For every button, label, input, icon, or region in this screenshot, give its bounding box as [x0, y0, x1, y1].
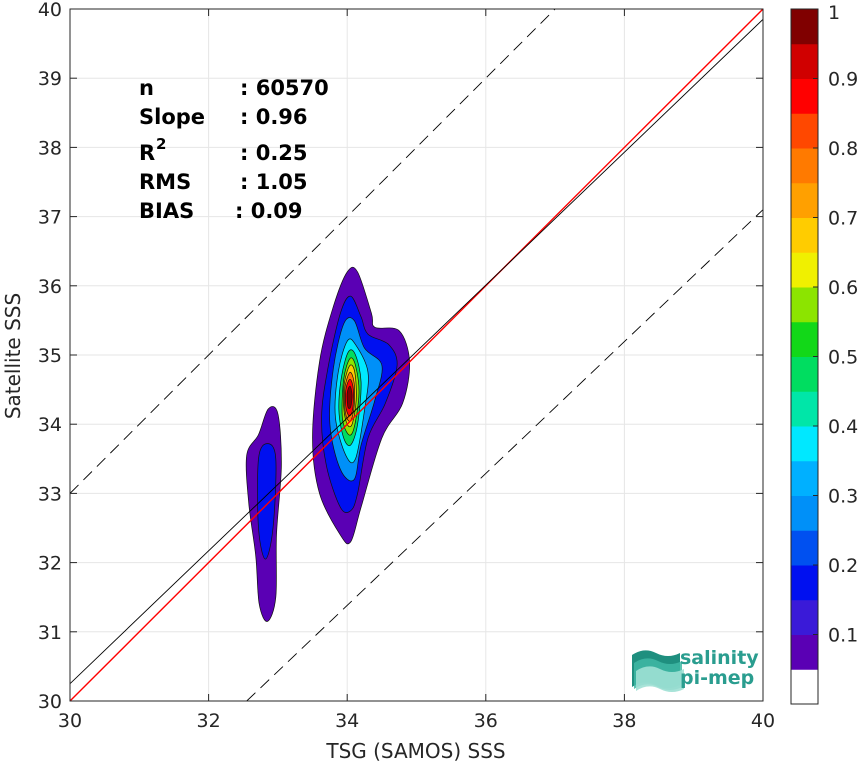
colorbar-tick-label: 0.8 [828, 138, 858, 160]
x-tick-label: 32 [197, 710, 221, 732]
colorbar-band [791, 391, 818, 427]
x-tick-label: 30 [58, 710, 82, 732]
colorbar-band-empty [791, 669, 818, 704]
contour-cluster1-level-0.15 [257, 443, 277, 560]
stat-slope-value: : 0.96 [240, 105, 308, 129]
colorbar: 0.1 0.2 0.3 0.4 0.5 0.6 0.7 0.8 0.9 1 [790, 2, 858, 705]
y-tick-label: 31 [38, 622, 62, 644]
colorbar-tick-label: 0.3 [828, 486, 858, 508]
fit-line [70, 19, 763, 685]
colorbar-tick-label: 0.4 [828, 416, 858, 438]
colorbar-tick-label: 0.7 [828, 208, 858, 230]
stat-r2-value: : 0.25 [240, 141, 308, 165]
colorbar-tick-label: 0.6 [828, 277, 858, 299]
stat-r2-superscript: 2 [156, 135, 166, 153]
colorbar-tick-label: 0.5 [828, 347, 858, 369]
grid [69, 8, 764, 702]
colorbar-band [791, 287, 818, 323]
x-tick-label: 34 [335, 710, 359, 732]
colorbar-band [791, 43, 818, 79]
colorbar-tick-label: 0.1 [828, 625, 858, 647]
colorbar-tick-label: 0.2 [828, 555, 858, 577]
x-tick-label: 36 [474, 710, 498, 732]
stat-rms-label: RMS [139, 170, 191, 194]
stats-box: n : 60570 Slope : 0.96 R 2 : 0.25 RMS : … [139, 76, 329, 223]
y-tick-label: 34 [38, 414, 62, 436]
waves-icon [632, 650, 684, 692]
colorbar-band [791, 321, 818, 357]
colorbar-band [791, 565, 818, 601]
y-tick-label: 36 [38, 276, 62, 298]
colorbar-band [791, 530, 818, 566]
y-axis-label: Satellite SSS [1, 293, 25, 419]
colorbar-band [791, 148, 818, 184]
colorbar-band [791, 78, 818, 114]
colorbar-tick-label: 1 [828, 2, 840, 24]
reference-lines [70, 9, 763, 701]
logo-line1: salinity [680, 647, 759, 669]
colorbar-band [791, 113, 818, 149]
colorbar-band [791, 356, 818, 392]
stat-n-value: : 60570 [240, 76, 329, 100]
stat-bias-value: : 0.09 [235, 199, 303, 223]
stat-r2-label: R [139, 141, 155, 165]
y-tick-label: 32 [38, 553, 62, 575]
contour-cluster2-level-0.95 [346, 385, 353, 409]
colorbar-band [791, 460, 818, 496]
stat-slope-label: Slope [139, 105, 205, 129]
stat-rms-value: : 1.05 [240, 170, 308, 194]
lower-bound-line [246, 209, 763, 701]
colorbar-band [791, 252, 818, 288]
logo-line2: pi-mep [680, 667, 754, 689]
colorbar-band [791, 217, 818, 253]
colorbar-tick-label: 0.9 [828, 69, 858, 91]
colorbar-band [791, 182, 818, 218]
stat-bias-label: BIAS [139, 199, 194, 223]
upper-bound-line [70, 9, 556, 494]
colorbar-band [791, 634, 818, 670]
colorbar-band [791, 9, 818, 45]
salinity-pi-mep-logo: salinity pi-mep [632, 647, 759, 692]
x-tick-label: 38 [612, 710, 636, 732]
y-tick-label: 30 [38, 691, 62, 713]
colorbar-band [791, 495, 818, 531]
stat-n-label: n [139, 76, 154, 100]
1-1-line [70, 9, 763, 701]
y-tick-label: 40 [38, 0, 62, 21]
axes: 30 32 34 36 38 40 30 31 32 33 34 35 36 37 38 39 40 [38, 0, 775, 732]
y-tick-label: 38 [38, 137, 62, 159]
x-tick-label: 40 [751, 710, 775, 732]
colorbar-band [791, 599, 818, 635]
x-axis-label: TSG (SAMOS) SSS [325, 739, 505, 763]
y-tick-label: 35 [38, 345, 62, 367]
colorbar-band [791, 426, 818, 462]
y-tick-label: 39 [38, 68, 62, 90]
y-tick-label: 37 [38, 207, 62, 229]
y-tick-label: 33 [38, 483, 62, 505]
